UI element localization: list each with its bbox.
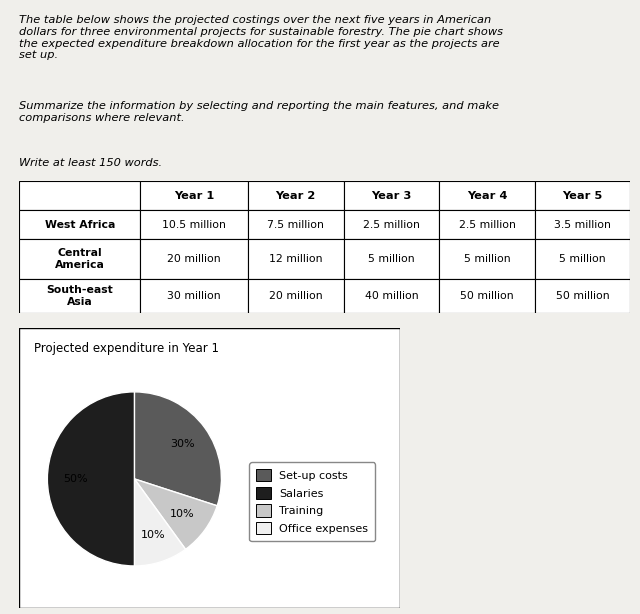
- Text: Year 1: Year 1: [174, 191, 214, 201]
- Bar: [140, 210, 248, 239]
- Bar: [535, 279, 630, 313]
- Text: Central
America: Central America: [55, 248, 105, 270]
- Text: South-east
Asia: South-east Asia: [47, 285, 113, 307]
- Bar: [439, 239, 535, 279]
- Bar: [19, 210, 140, 239]
- Text: 5 million: 5 million: [368, 254, 415, 264]
- Wedge shape: [134, 479, 186, 566]
- Bar: [140, 239, 248, 279]
- Text: 5 million: 5 million: [463, 254, 510, 264]
- Text: 30%: 30%: [170, 439, 195, 449]
- Bar: [140, 181, 248, 210]
- Bar: [344, 181, 439, 210]
- Text: 30 million: 30 million: [168, 291, 221, 301]
- Bar: [248, 279, 344, 313]
- Bar: [344, 210, 439, 239]
- Bar: [535, 210, 630, 239]
- Text: 2.5 million: 2.5 million: [458, 220, 515, 230]
- Wedge shape: [134, 392, 221, 506]
- Text: 50 million: 50 million: [460, 291, 514, 301]
- Bar: [535, 181, 630, 210]
- Text: Projected expenditure in Year 1: Projected expenditure in Year 1: [35, 343, 220, 356]
- Bar: [439, 181, 535, 210]
- Bar: [439, 210, 535, 239]
- Text: The table below shows the projected costings over the next five years in America: The table below shows the projected cost…: [19, 15, 503, 60]
- Text: 50 million: 50 million: [556, 291, 609, 301]
- Text: 50%: 50%: [63, 474, 88, 484]
- Bar: [140, 279, 248, 313]
- Text: Year 5: Year 5: [563, 191, 603, 201]
- Wedge shape: [134, 479, 217, 550]
- Text: Write at least 150 words.: Write at least 150 words.: [19, 158, 163, 168]
- Legend: Set-up costs, Salaries, Training, Office expenses: Set-up costs, Salaries, Training, Office…: [250, 462, 375, 541]
- Bar: [535, 239, 630, 279]
- Text: 5 million: 5 million: [559, 254, 606, 264]
- Text: 3.5 million: 3.5 million: [554, 220, 611, 230]
- Bar: [344, 239, 439, 279]
- Text: West Africa: West Africa: [45, 220, 115, 230]
- Bar: [19, 181, 140, 210]
- Text: Summarize the information by selecting and reporting the main features, and make: Summarize the information by selecting a…: [19, 101, 499, 123]
- Text: 12 million: 12 million: [269, 254, 323, 264]
- Text: Year 2: Year 2: [276, 191, 316, 201]
- Text: 2.5 million: 2.5 million: [363, 220, 420, 230]
- Text: Year 3: Year 3: [371, 191, 412, 201]
- Bar: [248, 210, 344, 239]
- Bar: [248, 181, 344, 210]
- Text: 20 million: 20 million: [269, 291, 323, 301]
- Wedge shape: [47, 392, 134, 566]
- Text: 40 million: 40 million: [365, 291, 418, 301]
- Bar: [439, 279, 535, 313]
- Text: 10%: 10%: [170, 509, 195, 519]
- Text: Year 4: Year 4: [467, 191, 507, 201]
- Text: 7.5 million: 7.5 million: [268, 220, 324, 230]
- Bar: [19, 279, 140, 313]
- Text: 10.5 million: 10.5 million: [162, 220, 226, 230]
- Bar: [344, 279, 439, 313]
- Bar: [19, 239, 140, 279]
- Bar: [248, 239, 344, 279]
- Text: 20 million: 20 million: [168, 254, 221, 264]
- Text: 10%: 10%: [140, 530, 165, 540]
